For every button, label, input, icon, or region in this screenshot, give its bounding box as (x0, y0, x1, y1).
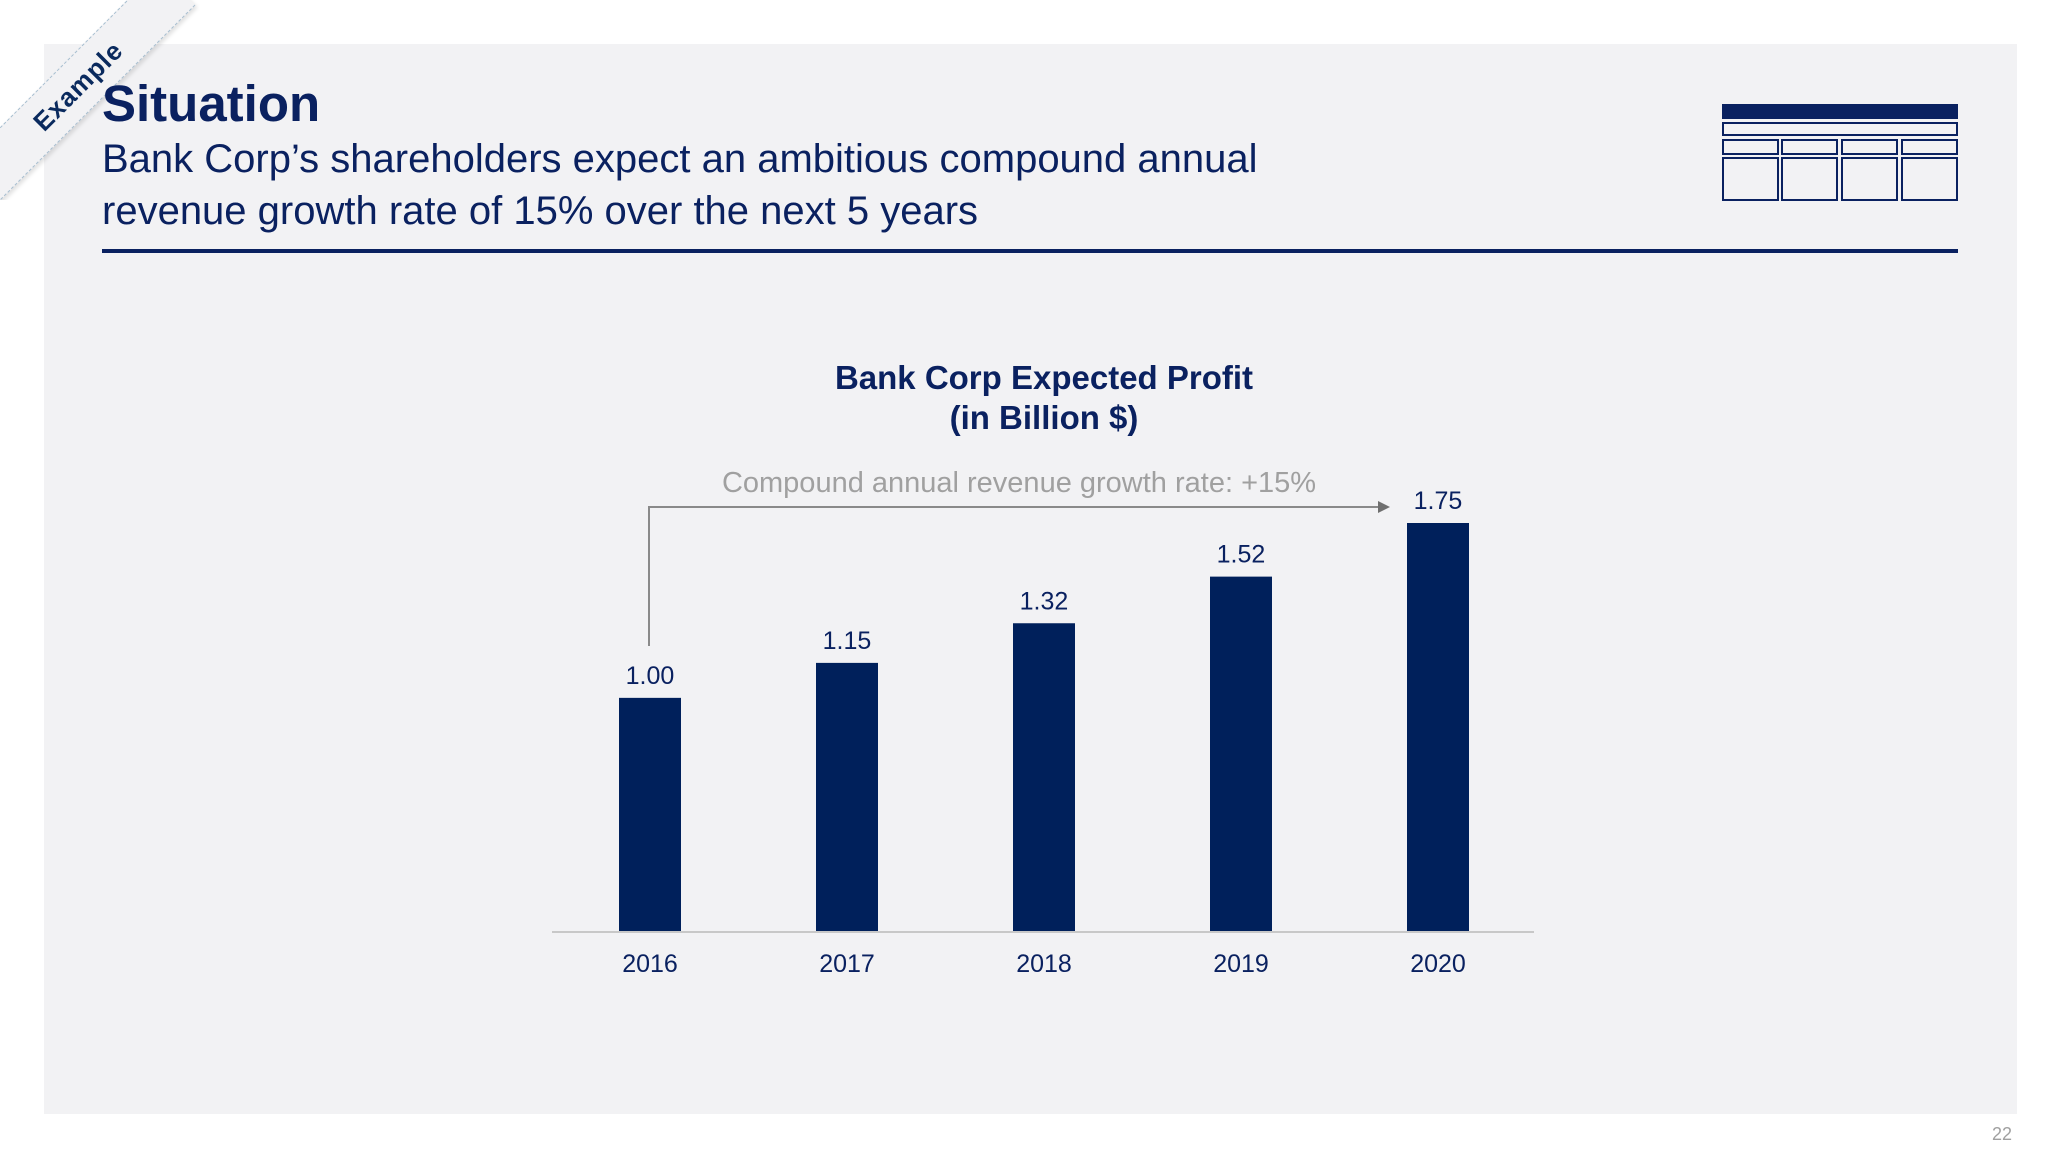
x-tick-label-2016: 2016 (622, 950, 678, 978)
data-label-2017: 1.15 (823, 627, 872, 655)
x-tick-label-2019: 2019 (1213, 950, 1269, 978)
subtitle-line-1: Bank Corp’s shareholders expect an ambit… (102, 137, 1258, 181)
page-title: Situation (102, 75, 321, 132)
x-tick-label-2018: 2018 (1016, 950, 1072, 978)
subtitle-line-2: revenue growth rate of 15% over the next… (102, 189, 979, 233)
bar-2016 (619, 697, 681, 931)
data-label-2020: 1.75 (1414, 487, 1463, 515)
data-label-2018: 1.32 (1020, 587, 1069, 615)
table-icon (1722, 104, 1958, 201)
bar-series: 1.00 2016 1.15 2017 1.32 2018 1.52 2019 1.75 2020 (619, 487, 1469, 978)
chart-title-line-2: (in Billion $) (950, 399, 1139, 436)
cagr-arrow-line (648, 506, 1378, 646)
cagr-arrow-head (1378, 501, 1390, 513)
bar-2020 (1407, 523, 1469, 931)
data-label-2019: 1.52 (1217, 541, 1266, 569)
bar-2019 (1210, 576, 1272, 931)
slide-background (44, 44, 2017, 1114)
page-number: 22 (1992, 1124, 2013, 1144)
cagr-annotation: Compound annual revenue growth rate: +15… (722, 467, 1316, 499)
x-tick-label-2020: 2020 (1410, 950, 1466, 978)
bar-2017 (816, 662, 878, 931)
bar-2018 (1013, 623, 1075, 931)
page-subtitle: Bank Corp’s shareholders expect an ambit… (102, 133, 1502, 237)
chart-title-line-1: Bank Corp Expected Profit (835, 359, 1253, 396)
header-divider (102, 249, 1958, 253)
data-label-2016: 1.00 (626, 662, 675, 690)
x-tick-label-2017: 2017 (819, 950, 875, 978)
